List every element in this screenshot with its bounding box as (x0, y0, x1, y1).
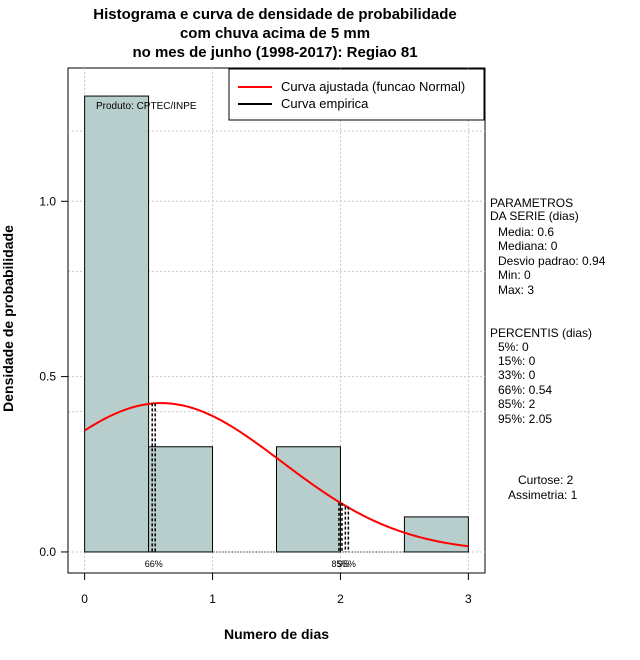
percentil-15: 15%: 0 (498, 354, 536, 368)
y-tick-label: 0.0 (39, 545, 56, 559)
legend-fitted-label: Curva ajustada (funcao Normal) (281, 79, 465, 94)
legend-empirical-label: Curva empirica (281, 96, 369, 111)
percentile-marker-label: 66% (145, 559, 163, 569)
percentile-marker-label: 95% (338, 559, 356, 569)
y-tick-label: 0.5 (39, 370, 56, 384)
percentil-85: 85%: 2 (498, 397, 536, 411)
chart-title-line-1: Histograma e curva de densidade de proba… (93, 6, 457, 23)
percentis-title: PERCENTIS (dias) (490, 326, 593, 340)
stat-mediana: Mediana: 0 (498, 239, 558, 253)
chart-title-line-3: no mes de junho (1998-2017): Regiao 81 (132, 44, 418, 61)
params-title-2: DA SERIE (dias) (490, 209, 579, 223)
y-tick-label: 1.0 (39, 194, 56, 208)
histogram-bar (84, 95, 150, 553)
product-label: Produto: CPTEC/INPE (96, 101, 197, 112)
x-axis-label: Numero de dias (224, 626, 329, 642)
percentile-marker-label: 85% (331, 559, 349, 569)
percentil-33: 33%: 0 (498, 368, 536, 382)
x-tick-label: 2 (337, 592, 344, 606)
fitted-normal-curve (84, 402, 469, 548)
x-tick-label: 1 (209, 592, 216, 606)
chart-title-line-2: com chuva acima de 5 mm (179, 25, 371, 42)
legend-box (228, 68, 485, 121)
stat-max: Max: 3 (498, 283, 535, 297)
histogram-bar (276, 446, 341, 553)
percentil-66: 66%: 0.54 (498, 383, 553, 397)
stat-assimetria: Assimetria: 1 (508, 488, 578, 502)
y-axis-label: Densidade de probabilidade (0, 225, 16, 412)
params-title-1: PARAMETROS (490, 196, 574, 210)
stat-min: Min: 0 (498, 268, 531, 282)
x-tick-label: 0 (81, 592, 88, 606)
stat-media: Media: 0.6 (498, 225, 555, 239)
percentil-5: 5%: 0 (498, 340, 529, 354)
histogram-bar (148, 446, 214, 553)
stat-curtose: Curtose: 2 (518, 473, 574, 487)
x-tick-label: 3 (465, 592, 472, 606)
percentil-95: 95%: 2.05 (498, 412, 553, 426)
histogram-bar (403, 516, 469, 553)
stat-desvio: Desvio padrao: 0.94 (498, 254, 606, 268)
